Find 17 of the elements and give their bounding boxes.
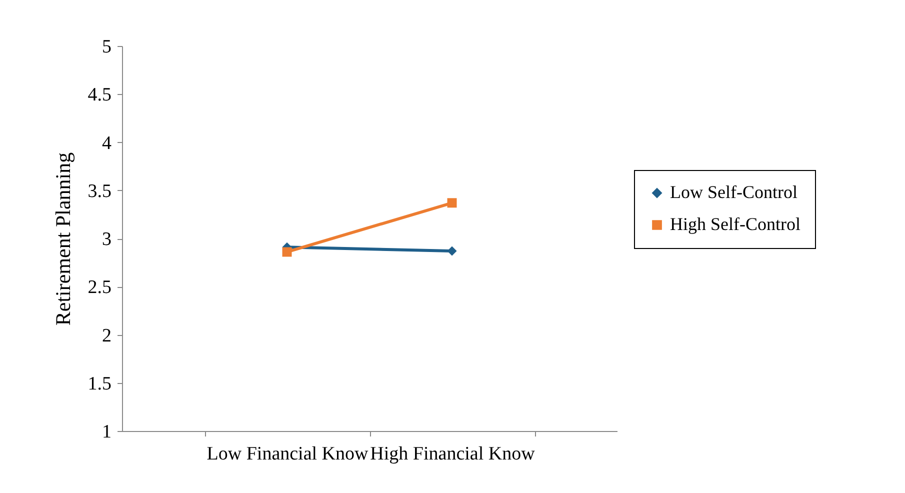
legend-label: Low Self-Control (670, 182, 798, 202)
x-tick-label: High Financial Know (370, 444, 536, 464)
legend-label: High Self-Control (670, 214, 800, 234)
point (447, 246, 457, 256)
y-axis-title: Retirement Planning (50, 152, 75, 326)
y-tick-label: 4 (102, 132, 112, 154)
point (282, 247, 292, 257)
y-tick-label: 3 (102, 229, 112, 250)
y-tick-label: 2 (102, 325, 112, 346)
y-tick-label: 3.5 (88, 180, 112, 202)
point (447, 198, 457, 208)
y-tick-label: 5 (102, 36, 112, 58)
y-tick-label: 1 (102, 422, 112, 442)
y-tick-label: 4.5 (88, 84, 112, 106)
x-tick-label: Low Financial Know (206, 444, 369, 464)
y-tick-label: 2.5 (88, 277, 112, 298)
y-tick-label: 1.5 (88, 373, 112, 394)
